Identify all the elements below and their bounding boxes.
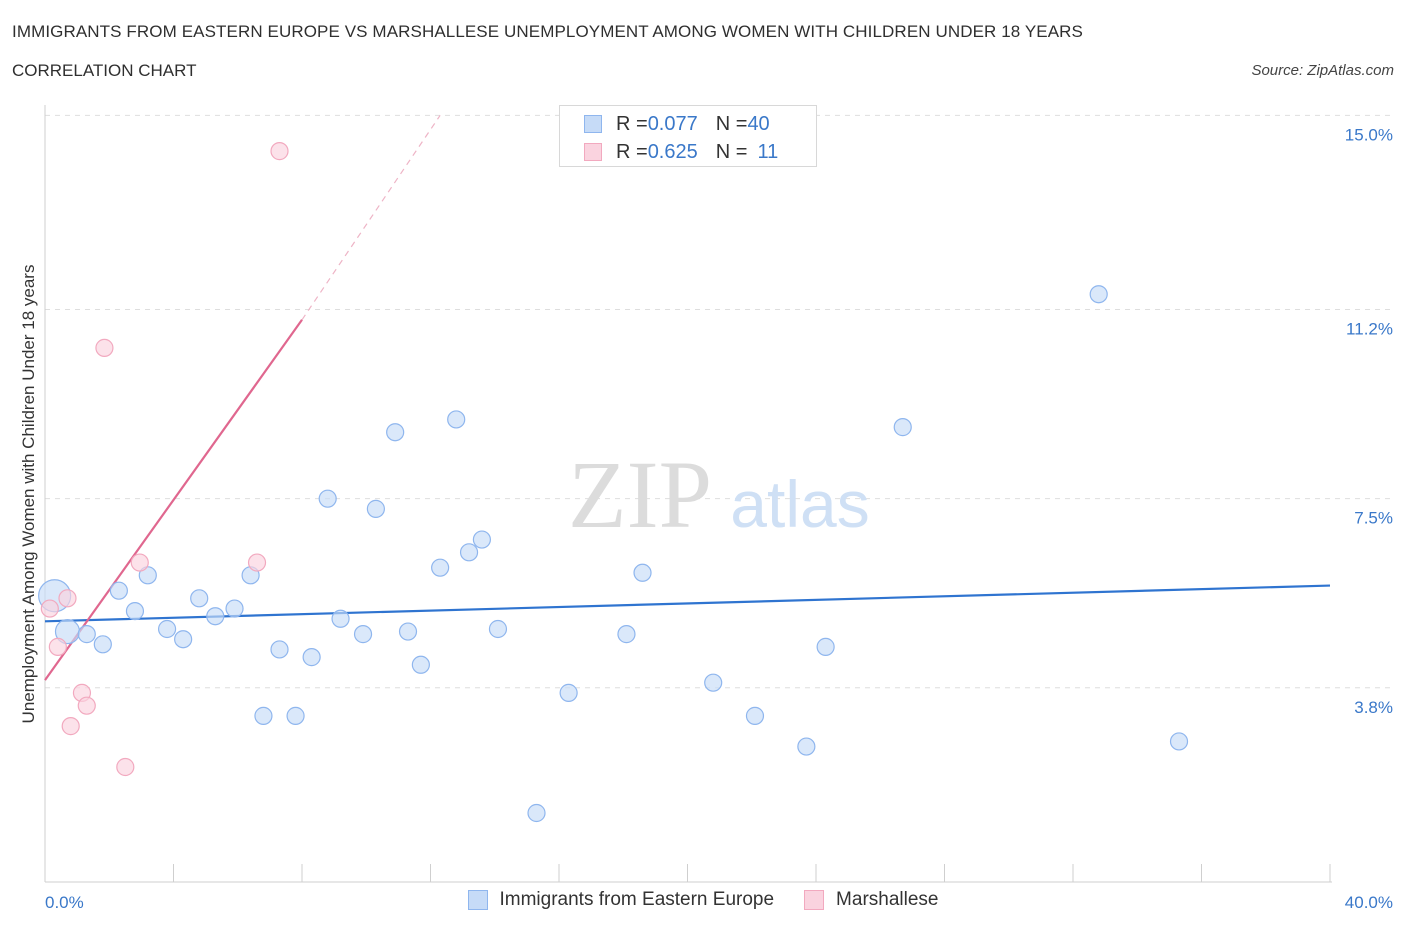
legend-label: Immigrants from Eastern Europe	[499, 889, 775, 910]
legend-r-value: 0.077	[647, 112, 698, 135]
x-tick-label: 40.0%	[1345, 893, 1393, 912]
watermark-zip: ZIP	[568, 441, 712, 548]
legend-n-value: 40	[747, 112, 770, 135]
data-point-eastern-europe	[302, 648, 321, 667]
y-tick-label: 3.8%	[1354, 698, 1393, 717]
data-point-eastern-europe	[617, 625, 636, 644]
y-tick-label: 7.5%	[1354, 509, 1393, 528]
legend-row-series2: R = 0.625 N = 11	[584, 139, 778, 165]
data-point-eastern-europe	[816, 637, 835, 656]
legend-n-label: N =	[715, 140, 748, 163]
trend-line-marshallese-extension	[301, 114, 441, 321]
y-tick-label: 15.0%	[1345, 125, 1393, 144]
tick-labels: 0.0% 40.0% 3.8% 7.5% 11.2% 15.0%	[45, 125, 1393, 912]
trend-line-eastern-europe	[44, 584, 1331, 623]
data-point-marshallese	[270, 142, 289, 161]
data-point-eastern-europe	[704, 673, 723, 692]
legend-swatch-blue	[584, 115, 602, 133]
data-point-eastern-europe	[190, 589, 209, 608]
data-point-eastern-europe	[527, 803, 546, 823]
legend-swatch-blue	[467, 890, 488, 910]
trend-lines	[44, 114, 1331, 681]
legend-r-label: R =	[616, 112, 648, 135]
legend-r-label: R =	[616, 140, 648, 163]
data-point-marshallese	[247, 553, 267, 572]
data-point-eastern-europe	[459, 543, 479, 562]
data-point-eastern-europe	[331, 609, 350, 628]
source-label: Source: ZipAtlas.com	[1251, 62, 1394, 79]
data-point-eastern-europe	[893, 418, 912, 437]
data-point-eastern-europe	[93, 635, 112, 654]
legend-swatch-pink	[804, 890, 825, 910]
data-point-eastern-europe	[745, 706, 765, 725]
legend-row-series1: R = 0.077 N = 40	[584, 111, 770, 137]
data-point-eastern-europe	[398, 622, 418, 641]
legend-label: Marshallese	[836, 889, 939, 910]
trend-line-marshallese	[44, 319, 303, 681]
y-axis-label: Unemployment Among Women with Children U…	[19, 265, 38, 724]
data-point-eastern-europe	[366, 499, 385, 518]
data-point-marshallese	[77, 696, 96, 715]
axes	[44, 105, 1332, 883]
data-point-marshallese	[40, 599, 59, 618]
data-point-eastern-europe	[318, 489, 337, 508]
chart-title: IMMIGRANTS FROM EASTERN EUROPE VS MARSHA…	[12, 22, 1083, 41]
data-point-eastern-europe	[109, 581, 128, 600]
data-point-marshallese	[95, 338, 114, 357]
data-point-eastern-europe	[633, 563, 652, 582]
data-point-marshallese	[58, 589, 77, 608]
data-point-marshallese	[61, 717, 80, 736]
data-point-marshallese	[130, 553, 149, 572]
data-point-eastern-europe	[270, 640, 289, 659]
legend-item-marshallese[interactable]: Marshallese	[804, 889, 938, 911]
correlation-legend: R = 0.077 N = 40 R = 0.625 N = 11	[559, 105, 817, 167]
data-point-eastern-europe	[559, 683, 578, 702]
legend-n-value: 11	[757, 140, 779, 163]
data-point-eastern-europe	[77, 625, 96, 644]
data-point-eastern-europe	[1169, 732, 1189, 751]
y-tick-label: 11.2%	[1346, 320, 1393, 339]
data-point-eastern-europe	[472, 530, 491, 549]
data-point-eastern-europe	[157, 619, 177, 639]
data-point-eastern-europe	[411, 655, 430, 674]
legend-r-value: 0.625	[647, 140, 698, 163]
legend-item-eastern-europe[interactable]: Immigrants from Eastern Europe	[467, 889, 775, 911]
data-point-eastern-europe	[174, 630, 193, 649]
watermark-atlas: atlas	[730, 467, 869, 541]
series-legend: Immigrants from Eastern Europe Marshalle…	[0, 889, 1406, 911]
data-point-eastern-europe	[447, 410, 466, 429]
data-point-eastern-europe	[254, 706, 273, 725]
data-point-eastern-europe	[225, 599, 244, 618]
legend-n-label: N =	[715, 112, 748, 135]
data-point-eastern-europe	[488, 619, 508, 639]
data-point-marshallese	[48, 637, 67, 656]
data-point-eastern-europe	[797, 737, 816, 756]
data-points	[38, 142, 1189, 823]
data-point-eastern-europe	[286, 706, 305, 725]
data-point-eastern-europe	[1089, 285, 1108, 304]
legend-swatch-pink	[584, 143, 602, 161]
data-point-eastern-europe	[353, 625, 373, 644]
chart-subtitle: CORRELATION CHART	[12, 61, 197, 80]
data-point-eastern-europe	[431, 558, 450, 577]
data-point-eastern-europe	[386, 423, 405, 442]
x-tick-label: 0.0%	[45, 893, 84, 912]
data-point-eastern-europe	[206, 607, 225, 626]
data-point-marshallese	[116, 757, 135, 777]
data-point-eastern-europe	[125, 602, 145, 621]
